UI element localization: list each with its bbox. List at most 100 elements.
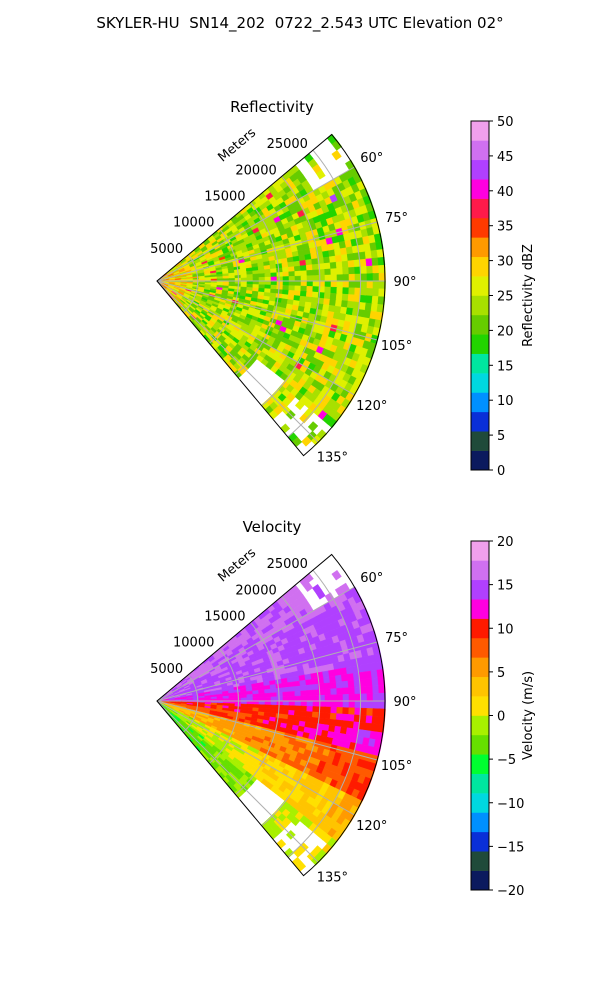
radar-bin <box>331 140 343 151</box>
azimuth-tick-label: 105° <box>381 339 412 354</box>
colorbar-swatch <box>471 334 489 354</box>
colorbar-tick-label: 0 <box>497 710 505 725</box>
colorbar-tick-label: 5 <box>497 429 505 444</box>
radar-bin <box>348 693 356 702</box>
radar-bin <box>282 705 290 711</box>
radar-bin <box>252 697 260 702</box>
radar-bin <box>294 700 302 707</box>
radar-bin <box>222 695 230 699</box>
radar-bin <box>252 280 260 285</box>
radar-bin <box>299 413 310 424</box>
radar-bin <box>276 284 284 291</box>
radar-bin <box>324 280 332 288</box>
azimuth-tick-label: 75° <box>385 211 408 226</box>
colorbar-label: Velocity (m/s) <box>521 671 536 760</box>
radar-bin <box>288 275 296 282</box>
radar-bin <box>280 423 291 434</box>
colorbar: 0 5 10 15 20 25 30 35 40 45 50 Reflectivity dBZ <box>470 115 536 479</box>
colorbar-swatch <box>471 734 489 755</box>
colorbar-tick-label: −20 <box>497 884 524 899</box>
radar-bin <box>282 700 290 706</box>
radar-bin <box>366 280 374 289</box>
colorbar-tick-label: −10 <box>497 797 524 812</box>
radar-bin <box>294 695 302 702</box>
radar-bin <box>312 695 320 702</box>
radar-bin <box>276 696 284 702</box>
colorbar-swatch <box>471 618 489 639</box>
azimuth-tick-label: 135° <box>317 870 348 885</box>
radar-bin <box>246 697 254 702</box>
radar-bin <box>258 700 266 706</box>
radar-bin <box>288 700 296 707</box>
colorbar-swatch <box>471 637 489 658</box>
colorbar-swatch <box>471 676 489 697</box>
colorbar-tick-label: 15 <box>497 579 514 594</box>
colorbar-swatch <box>471 812 489 833</box>
colorbar-label: Reflectivity dBZ <box>521 244 536 347</box>
colorbar-swatch <box>471 851 489 871</box>
azimuth-tick-label: 90° <box>393 695 416 710</box>
radar-bin <box>342 700 350 708</box>
colorbar-tick-label: −15 <box>497 840 524 855</box>
colorbar-tick-label: 10 <box>497 394 514 409</box>
colorbar-swatch <box>471 140 489 161</box>
radar-bin <box>312 275 320 282</box>
colorbar-tick-label: 25 <box>497 290 514 305</box>
radar-bin <box>258 696 266 702</box>
radar-bin <box>276 280 284 286</box>
range-tick-label: 20000 <box>235 583 276 598</box>
radar-bin <box>288 280 296 287</box>
radar-bin <box>240 694 248 699</box>
azimuth-tick-label: 60° <box>360 571 383 586</box>
colorbar-swatch <box>471 159 489 180</box>
colorbar-swatch <box>471 237 489 258</box>
azimuth-tick-label: 135° <box>317 450 348 465</box>
radar-bin <box>348 700 356 709</box>
radar-bin <box>270 692 278 698</box>
radar-bin <box>294 400 305 411</box>
colorbar-swatch <box>471 599 489 619</box>
radar-bin <box>228 695 236 699</box>
radar-bin <box>360 280 368 289</box>
radar-bin <box>330 700 338 708</box>
radar-bin <box>222 275 230 279</box>
radar-bin <box>306 275 314 282</box>
radar-bin <box>276 700 284 706</box>
radar-bin <box>282 271 290 277</box>
range-tick-label: 20000 <box>235 163 276 178</box>
colorbar-tick-label: 0 <box>497 464 505 479</box>
radar-bin <box>331 149 342 161</box>
radar-bin <box>246 274 254 279</box>
radar-bin <box>246 280 254 285</box>
colorbar-tick-label: 35 <box>497 220 514 235</box>
colorbar-tick-label: 15 <box>497 359 514 374</box>
radar-bin <box>252 700 260 705</box>
radar-bin <box>276 691 284 698</box>
radar-bin <box>270 700 278 706</box>
velocity-panel: Velocity 5000 10000 15000 20000 25000 Meters 60… <box>150 518 536 899</box>
radar-bin <box>306 280 314 287</box>
colorbar-tick-label: −5 <box>497 753 516 768</box>
radar-bin <box>366 700 374 709</box>
azimuth-tick-label: 60° <box>360 151 383 166</box>
radar-bin <box>264 272 272 278</box>
radar-bin <box>276 271 284 278</box>
colorbar-swatch <box>471 353 489 374</box>
radar-bin <box>288 695 296 702</box>
colorbar-tick-label: 20 <box>497 324 514 339</box>
figure-title: SKYLER-HU SN14_202 0722_2.543 UTC Elevat… <box>96 14 504 32</box>
radar-bin <box>216 696 224 700</box>
colorbar-swatch <box>471 431 489 451</box>
colorbar-swatch <box>471 579 489 600</box>
range-axis-label: Meters <box>215 125 259 165</box>
colorbar-swatch <box>471 696 489 716</box>
colorbar-swatch <box>471 411 489 432</box>
colorbar-swatch <box>471 831 489 852</box>
azimuth-tick-label: 120° <box>356 399 387 414</box>
colorbar-swatch <box>471 314 489 335</box>
radar-bin <box>294 275 302 282</box>
radar-bin <box>300 700 308 707</box>
radar-bin <box>348 280 356 289</box>
radar-bin <box>264 696 272 702</box>
